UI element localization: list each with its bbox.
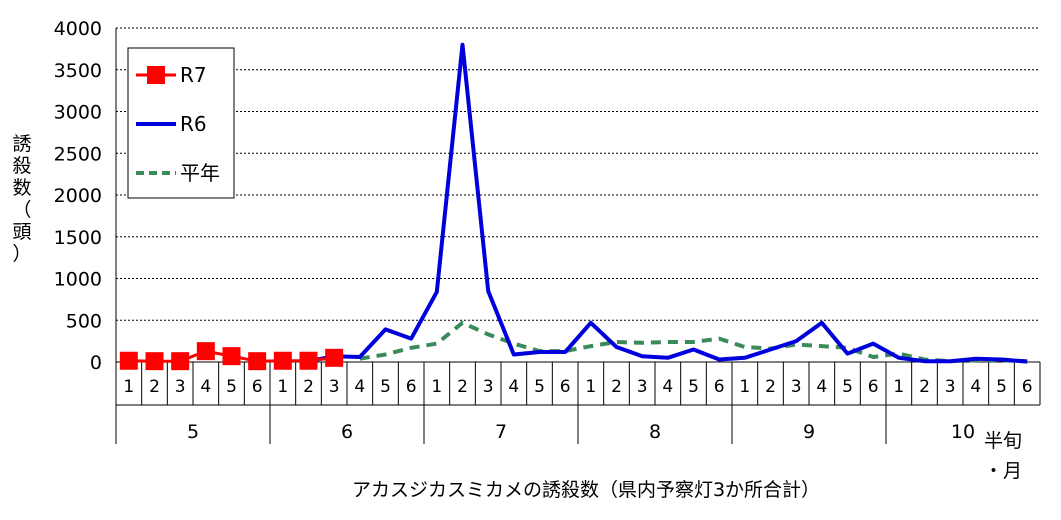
- x-tick-label: 4: [354, 377, 365, 397]
- legend-label: 平年: [180, 161, 220, 185]
- r7-marker: [248, 352, 267, 371]
- x-tick-label: 1: [739, 377, 750, 397]
- y-tick-label: 500: [66, 310, 102, 332]
- x-tick-label: 6: [406, 377, 417, 397]
- y-tick-labels: 0 500 1000 1500 2000 2500 3000 3500 4000: [54, 18, 102, 374]
- x-tick-label: 3: [175, 377, 186, 397]
- chart-caption: アカスジカスミカメの誘殺数（県内予察灯3か所合計）: [352, 479, 820, 501]
- x-group-label: 5: [187, 421, 199, 443]
- r7-marker: [145, 352, 164, 371]
- x-axis-corner-label: 半旬・月: [984, 430, 1022, 482]
- r7-marker: [299, 351, 318, 370]
- x-tick-label: 2: [303, 377, 314, 397]
- x-tick-label: 5: [842, 377, 853, 397]
- corner-label-line: 半旬: [984, 430, 1022, 452]
- y-tick-label: 1500: [54, 227, 102, 249]
- grid: [116, 27, 1040, 321]
- x-tick-label: 1: [431, 377, 442, 397]
- x-tick-label: 4: [508, 377, 519, 397]
- r7-marker: [273, 351, 292, 370]
- corner-label-line: ・月: [984, 460, 1022, 482]
- x-tick-label: 5: [996, 377, 1007, 397]
- x-tick-label: 2: [765, 377, 776, 397]
- x-tick-label: 6: [1022, 377, 1033, 397]
- x-tick-label: 1: [585, 377, 596, 397]
- x-tick-label: 2: [919, 377, 930, 397]
- x-group-label: 9: [803, 421, 815, 443]
- x-tick-label: 6: [714, 377, 725, 397]
- legend-label: R7: [180, 63, 207, 87]
- y-axis-label-text: 誘殺数（頭）: [12, 133, 31, 265]
- x-tick-label: 6: [868, 377, 879, 397]
- x-tick-label: 6: [560, 377, 571, 397]
- x-group-label: 10: [951, 421, 975, 443]
- r7-marker: [119, 351, 138, 370]
- x-tick-label: 6: [252, 377, 263, 397]
- x-group-label: 8: [649, 421, 661, 443]
- y-tick-label: 3500: [54, 60, 102, 82]
- x-tick-label: 3: [329, 377, 340, 397]
- x-tick-label: 4: [970, 377, 981, 397]
- x-tick-label: 2: [611, 377, 622, 397]
- legend: R7 R6 平年: [127, 47, 235, 199]
- x-tick-label: 5: [688, 377, 699, 397]
- x-axis-labels: 1 2 3 4 5 6 1 2 3 4 5 6 1 2 3 4 5 6 1 2 3 4 5 6 1 2 3 4 5 6 1 2 3 4 5 65 6 7 8…: [123, 362, 1033, 444]
- series-line-1: [308, 42, 1028, 364]
- r7-marker: [196, 342, 215, 361]
- y-tick-label: 3000: [54, 102, 102, 124]
- x-tick-label: 4: [662, 377, 673, 397]
- x-tick-label: 4: [816, 377, 827, 397]
- x-tick-label: 1: [893, 377, 904, 397]
- y-tick-label: 1000: [54, 269, 102, 291]
- series-lines: [128, 42, 1028, 364]
- x-tick-label: 2: [149, 377, 160, 397]
- x-group-label: 7: [495, 421, 507, 443]
- x-tick-label: 2: [457, 377, 468, 397]
- r7-marker: [171, 352, 190, 371]
- y-tick-label: 4000: [54, 18, 102, 40]
- x-tick-label: 3: [483, 377, 494, 397]
- y-axis-label: 誘殺数（頭）: [12, 133, 31, 265]
- x-tick-label: 3: [945, 377, 956, 397]
- x-group-label: 6: [341, 421, 353, 443]
- r7-marker: [325, 348, 344, 367]
- legend-marker: [147, 66, 165, 84]
- x-tick-label: 5: [534, 377, 545, 397]
- y-tick-label: 2500: [54, 143, 102, 165]
- x-tick-label: 3: [791, 377, 802, 397]
- series-line-2: [359, 320, 1028, 364]
- x-tick-label: 5: [226, 377, 237, 397]
- r7-marker: [222, 347, 241, 366]
- y-tick-label: 2000: [54, 185, 102, 207]
- y-tick-label: 0: [90, 352, 102, 374]
- x-tick-label: 1: [277, 377, 288, 397]
- legend-label: R6: [180, 112, 207, 136]
- series-markers: [119, 342, 344, 371]
- x-tick-label: 5: [380, 377, 391, 397]
- x-tick-label: 3: [637, 377, 648, 397]
- x-tick-label: 4: [200, 377, 211, 397]
- x-tick-label: 1: [123, 377, 134, 397]
